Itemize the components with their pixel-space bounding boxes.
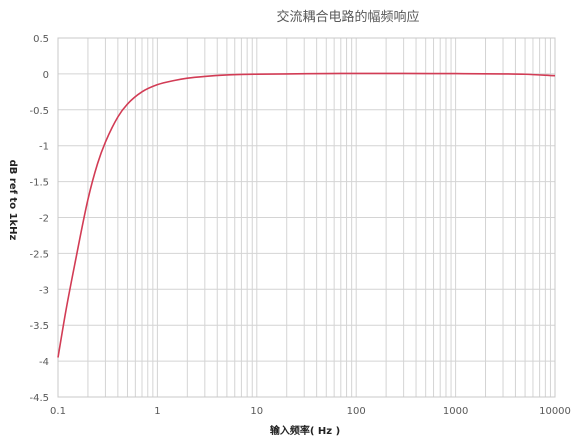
x-tick-label: 100 (347, 406, 366, 417)
x-axis-label: 输入频率( Hz ) (270, 424, 340, 437)
x-tick-label: 10 (250, 406, 263, 417)
y-tick-label: 0.5 (33, 34, 49, 45)
y-tick-label: -1.5 (29, 178, 49, 189)
x-tick-label: 1000 (443, 406, 468, 417)
x-tick-label: 1 (154, 406, 160, 417)
grid (57, 37, 555, 398)
y-axis-label: dB ref to 1kHz (7, 160, 18, 241)
y-tick-label: -2.5 (29, 249, 49, 260)
y-tick-label: 0 (43, 70, 49, 81)
chart-title: 交流耦合电路的幅频响应 (276, 9, 419, 25)
plot-area (57, 37, 556, 398)
y-tick-label: -2 (39, 214, 49, 225)
x-tick-label: 10000 (539, 406, 571, 417)
y-tick-label: -3.5 (29, 321, 49, 332)
y-axis-ticks: 0.5 0 -0.5 -1 -1.5 -2 -2.5 -3 -3.5 -4 -4.5 (29, 34, 49, 404)
x-tick-label: 0.1 (50, 406, 66, 417)
y-tick-label: -1 (39, 142, 49, 153)
y-tick-label: -4 (39, 357, 49, 368)
series-line (57, 72, 556, 358)
series-lines (57, 72, 556, 358)
y-tick-label: -3 (39, 285, 49, 296)
y-tick-label: -4.5 (29, 393, 49, 404)
x-axis-ticks: 0.1 1 10 100 1000 10000 (50, 406, 571, 417)
y-tick-label: -0.5 (29, 106, 49, 117)
